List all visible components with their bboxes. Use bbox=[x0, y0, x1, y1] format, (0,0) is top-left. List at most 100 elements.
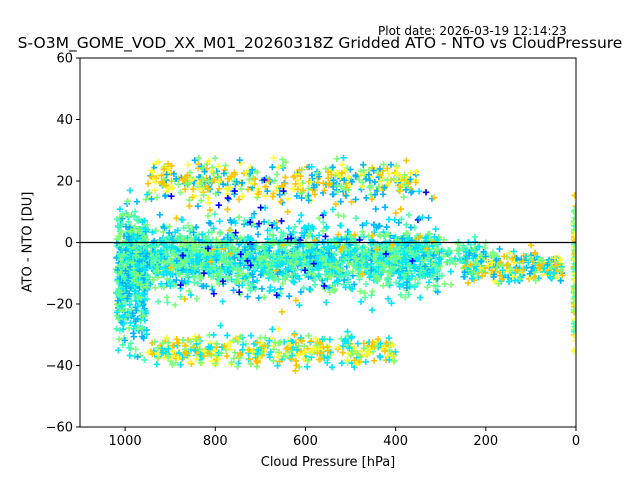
data-point bbox=[288, 356, 295, 363]
data-point bbox=[117, 268, 125, 276]
data-point bbox=[297, 211, 305, 219]
data-point bbox=[307, 178, 315, 185]
data-point bbox=[339, 349, 346, 356]
data-point bbox=[162, 264, 169, 271]
data-point bbox=[134, 276, 142, 283]
data-point bbox=[121, 275, 128, 282]
data-point bbox=[293, 346, 301, 353]
data-point bbox=[129, 310, 136, 317]
x-tick-label: 200 bbox=[473, 434, 498, 449]
data-point bbox=[172, 359, 180, 366]
data-point bbox=[388, 299, 395, 307]
data-point bbox=[272, 267, 279, 274]
data-point bbox=[273, 224, 281, 232]
data-point bbox=[195, 257, 203, 264]
data-point bbox=[362, 194, 370, 202]
data-point bbox=[224, 332, 231, 339]
data-point bbox=[172, 175, 180, 182]
data-point bbox=[134, 295, 141, 303]
data-point bbox=[333, 264, 340, 271]
data-point bbox=[216, 218, 223, 225]
data-point bbox=[321, 282, 328, 290]
data-point bbox=[361, 289, 368, 297]
data-point bbox=[187, 338, 194, 345]
data-point bbox=[279, 280, 286, 287]
data-point bbox=[159, 228, 167, 236]
data-point bbox=[352, 196, 359, 203]
data-point bbox=[417, 294, 424, 301]
data-point bbox=[297, 173, 304, 180]
data-point bbox=[432, 225, 439, 233]
data-point bbox=[219, 278, 227, 285]
data-point bbox=[363, 219, 370, 227]
data-point bbox=[235, 334, 243, 342]
data-point bbox=[169, 348, 176, 355]
data-point bbox=[236, 156, 243, 164]
data-point bbox=[401, 271, 408, 278]
data-point bbox=[315, 273, 322, 280]
data-point bbox=[415, 254, 423, 261]
data-point bbox=[329, 255, 336, 262]
data-point bbox=[198, 176, 205, 184]
data-point bbox=[482, 253, 490, 260]
data-point bbox=[119, 313, 127, 320]
data-point bbox=[441, 280, 448, 288]
data-point bbox=[394, 253, 402, 260]
data-point bbox=[389, 352, 396, 359]
data-point bbox=[120, 240, 127, 247]
data-point bbox=[298, 337, 306, 345]
data-point bbox=[365, 171, 373, 179]
data-point bbox=[209, 273, 217, 280]
data-point bbox=[139, 312, 147, 320]
data-point bbox=[532, 277, 539, 284]
data-point bbox=[234, 363, 241, 370]
data-point bbox=[351, 357, 358, 364]
data-point bbox=[380, 282, 387, 289]
data-point bbox=[187, 235, 195, 242]
data-point bbox=[134, 353, 141, 361]
data-point bbox=[137, 317, 145, 324]
data-point bbox=[202, 263, 209, 270]
data-point bbox=[255, 346, 262, 354]
data-point bbox=[119, 279, 126, 287]
data-point bbox=[261, 342, 269, 349]
data-point bbox=[148, 167, 155, 174]
data-point bbox=[191, 347, 199, 354]
data-point bbox=[173, 257, 180, 264]
data-point bbox=[328, 363, 336, 371]
data-point bbox=[345, 260, 352, 268]
data-point bbox=[341, 256, 349, 263]
data-point bbox=[166, 223, 173, 230]
data-point bbox=[413, 168, 420, 175]
data-point bbox=[415, 215, 423, 222]
data-point bbox=[113, 216, 121, 223]
data-point bbox=[462, 248, 470, 256]
data-point bbox=[400, 281, 407, 289]
data-point bbox=[510, 248, 517, 255]
data-point bbox=[207, 265, 215, 273]
data-point bbox=[152, 227, 160, 234]
data-point bbox=[362, 175, 370, 183]
data-point bbox=[131, 287, 138, 295]
data-point bbox=[417, 258, 424, 265]
data-point bbox=[406, 244, 413, 251]
data-point bbox=[271, 286, 279, 294]
data-point bbox=[286, 251, 293, 259]
data-point bbox=[307, 242, 314, 249]
data-point bbox=[467, 261, 474, 268]
data-point bbox=[379, 191, 387, 198]
data-point bbox=[205, 158, 212, 165]
data-point bbox=[122, 267, 129, 275]
data-point bbox=[344, 174, 352, 181]
data-point bbox=[411, 246, 419, 253]
data-point bbox=[374, 335, 382, 343]
data-point bbox=[151, 338, 158, 345]
data-point bbox=[249, 271, 256, 278]
data-point bbox=[250, 242, 257, 249]
data-point bbox=[440, 253, 447, 260]
data-point bbox=[557, 256, 564, 263]
data-point bbox=[290, 278, 297, 285]
data-point bbox=[235, 360, 242, 367]
data-point bbox=[384, 276, 391, 284]
data-point bbox=[215, 275, 223, 282]
